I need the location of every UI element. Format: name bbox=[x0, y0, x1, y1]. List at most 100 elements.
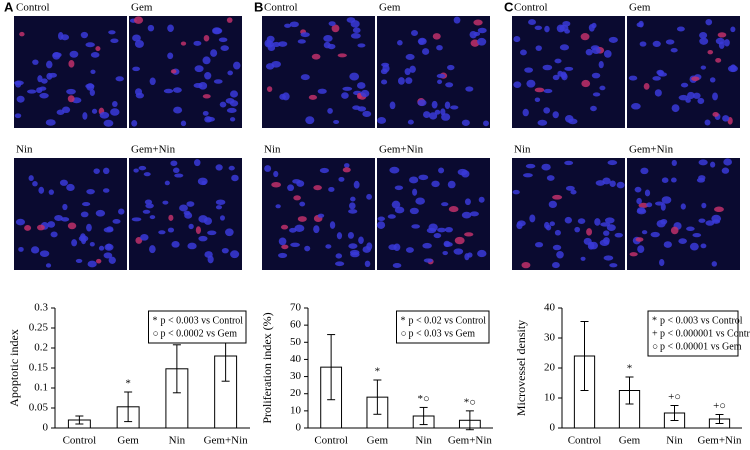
nucleus bbox=[635, 237, 644, 242]
nucleus bbox=[24, 225, 32, 231]
image-label: Nin bbox=[264, 144, 281, 156]
image-label: Gem bbox=[131, 2, 153, 14]
nucleus bbox=[676, 26, 685, 32]
nucleus bbox=[607, 160, 618, 166]
nucleus bbox=[534, 87, 545, 93]
legend-symbol: ○ bbox=[153, 328, 159, 339]
nucleus bbox=[457, 168, 468, 176]
nucleus bbox=[389, 101, 396, 110]
nucleus bbox=[393, 243, 401, 251]
nucleus bbox=[712, 219, 721, 224]
nucleus bbox=[346, 17, 356, 23]
nucleus bbox=[75, 258, 83, 263]
nucleus bbox=[66, 183, 75, 191]
significance-label: * bbox=[375, 366, 381, 378]
nucleus bbox=[305, 116, 315, 125]
nucleus bbox=[220, 45, 229, 52]
nucleus bbox=[545, 224, 552, 231]
nucleus bbox=[115, 76, 124, 82]
nucleus bbox=[32, 181, 38, 187]
nucleus bbox=[660, 203, 666, 211]
nucleus bbox=[59, 179, 68, 186]
nucleus bbox=[56, 109, 65, 115]
nucleus bbox=[513, 81, 522, 88]
image-label: Control bbox=[16, 2, 50, 14]
nucleus bbox=[40, 78, 48, 84]
nucleus bbox=[423, 111, 431, 119]
nucleus bbox=[348, 202, 356, 210]
nucleus bbox=[453, 248, 464, 255]
nucleus bbox=[661, 177, 669, 184]
panel-letter: B bbox=[254, 0, 263, 14]
nucleus bbox=[149, 215, 156, 220]
nucleus bbox=[554, 58, 562, 64]
nucleus bbox=[631, 103, 641, 110]
nucleus bbox=[194, 159, 201, 167]
nucleus bbox=[278, 237, 287, 246]
nucleus bbox=[102, 167, 110, 175]
nucleus bbox=[135, 92, 144, 99]
nucleus bbox=[195, 226, 201, 235]
nucleus bbox=[376, 221, 386, 229]
nucleus bbox=[275, 204, 281, 209]
nucleus bbox=[418, 174, 429, 181]
nucleus bbox=[90, 69, 96, 75]
micrograph bbox=[129, 158, 242, 270]
nucleus bbox=[86, 223, 92, 232]
nucleus bbox=[46, 72, 53, 80]
nucleus bbox=[616, 181, 625, 189]
nucleus bbox=[537, 119, 548, 126]
nucleus bbox=[559, 44, 570, 51]
nucleus bbox=[225, 228, 234, 237]
nucleus bbox=[140, 233, 149, 241]
nucleus bbox=[184, 212, 193, 219]
nucleus bbox=[284, 23, 292, 28]
nucleus bbox=[437, 79, 443, 85]
y-axis-label: Apoptotic index bbox=[7, 329, 21, 407]
nucleus bbox=[412, 188, 418, 196]
nucleus bbox=[300, 74, 310, 81]
nucleus bbox=[62, 203, 68, 211]
micrograph bbox=[627, 158, 740, 270]
nucleus bbox=[614, 232, 623, 238]
legend-text: p < 0.0002 vs Gem bbox=[161, 328, 238, 339]
nucleus bbox=[204, 71, 212, 80]
nucleus bbox=[525, 163, 536, 169]
y-tick-label: 0 bbox=[550, 422, 556, 434]
nucleus bbox=[410, 29, 419, 36]
nucleus bbox=[680, 203, 686, 210]
nucleus bbox=[604, 217, 615, 224]
nucleus bbox=[37, 224, 45, 231]
nucleus bbox=[85, 42, 95, 48]
nucleus bbox=[48, 189, 55, 195]
nucleus bbox=[609, 180, 616, 187]
nucleus bbox=[325, 244, 332, 249]
nucleus bbox=[280, 224, 289, 230]
nucleus bbox=[634, 186, 642, 193]
nucleus bbox=[282, 92, 290, 101]
y-tick-label: 0.05 bbox=[29, 402, 49, 414]
nucleus bbox=[442, 250, 448, 256]
nucleus bbox=[638, 202, 649, 208]
nucleus bbox=[143, 172, 151, 177]
nucleus bbox=[517, 220, 526, 227]
nucleus bbox=[598, 60, 604, 69]
nucleus bbox=[723, 158, 732, 166]
nucleus bbox=[229, 100, 239, 107]
nucleus bbox=[343, 163, 350, 168]
nucleus bbox=[377, 117, 387, 124]
nucleus bbox=[66, 88, 76, 95]
nucleus bbox=[698, 159, 708, 166]
nucleus bbox=[685, 98, 691, 103]
nucleus bbox=[477, 27, 487, 34]
nucleus bbox=[394, 185, 404, 191]
nucleus bbox=[91, 108, 98, 114]
nucleus bbox=[707, 49, 714, 55]
nucleus bbox=[556, 24, 565, 33]
nucleus bbox=[717, 32, 727, 38]
nucleus bbox=[405, 53, 415, 60]
nucleus bbox=[356, 82, 366, 89]
nucleus bbox=[637, 245, 645, 253]
nucleus bbox=[328, 21, 336, 27]
